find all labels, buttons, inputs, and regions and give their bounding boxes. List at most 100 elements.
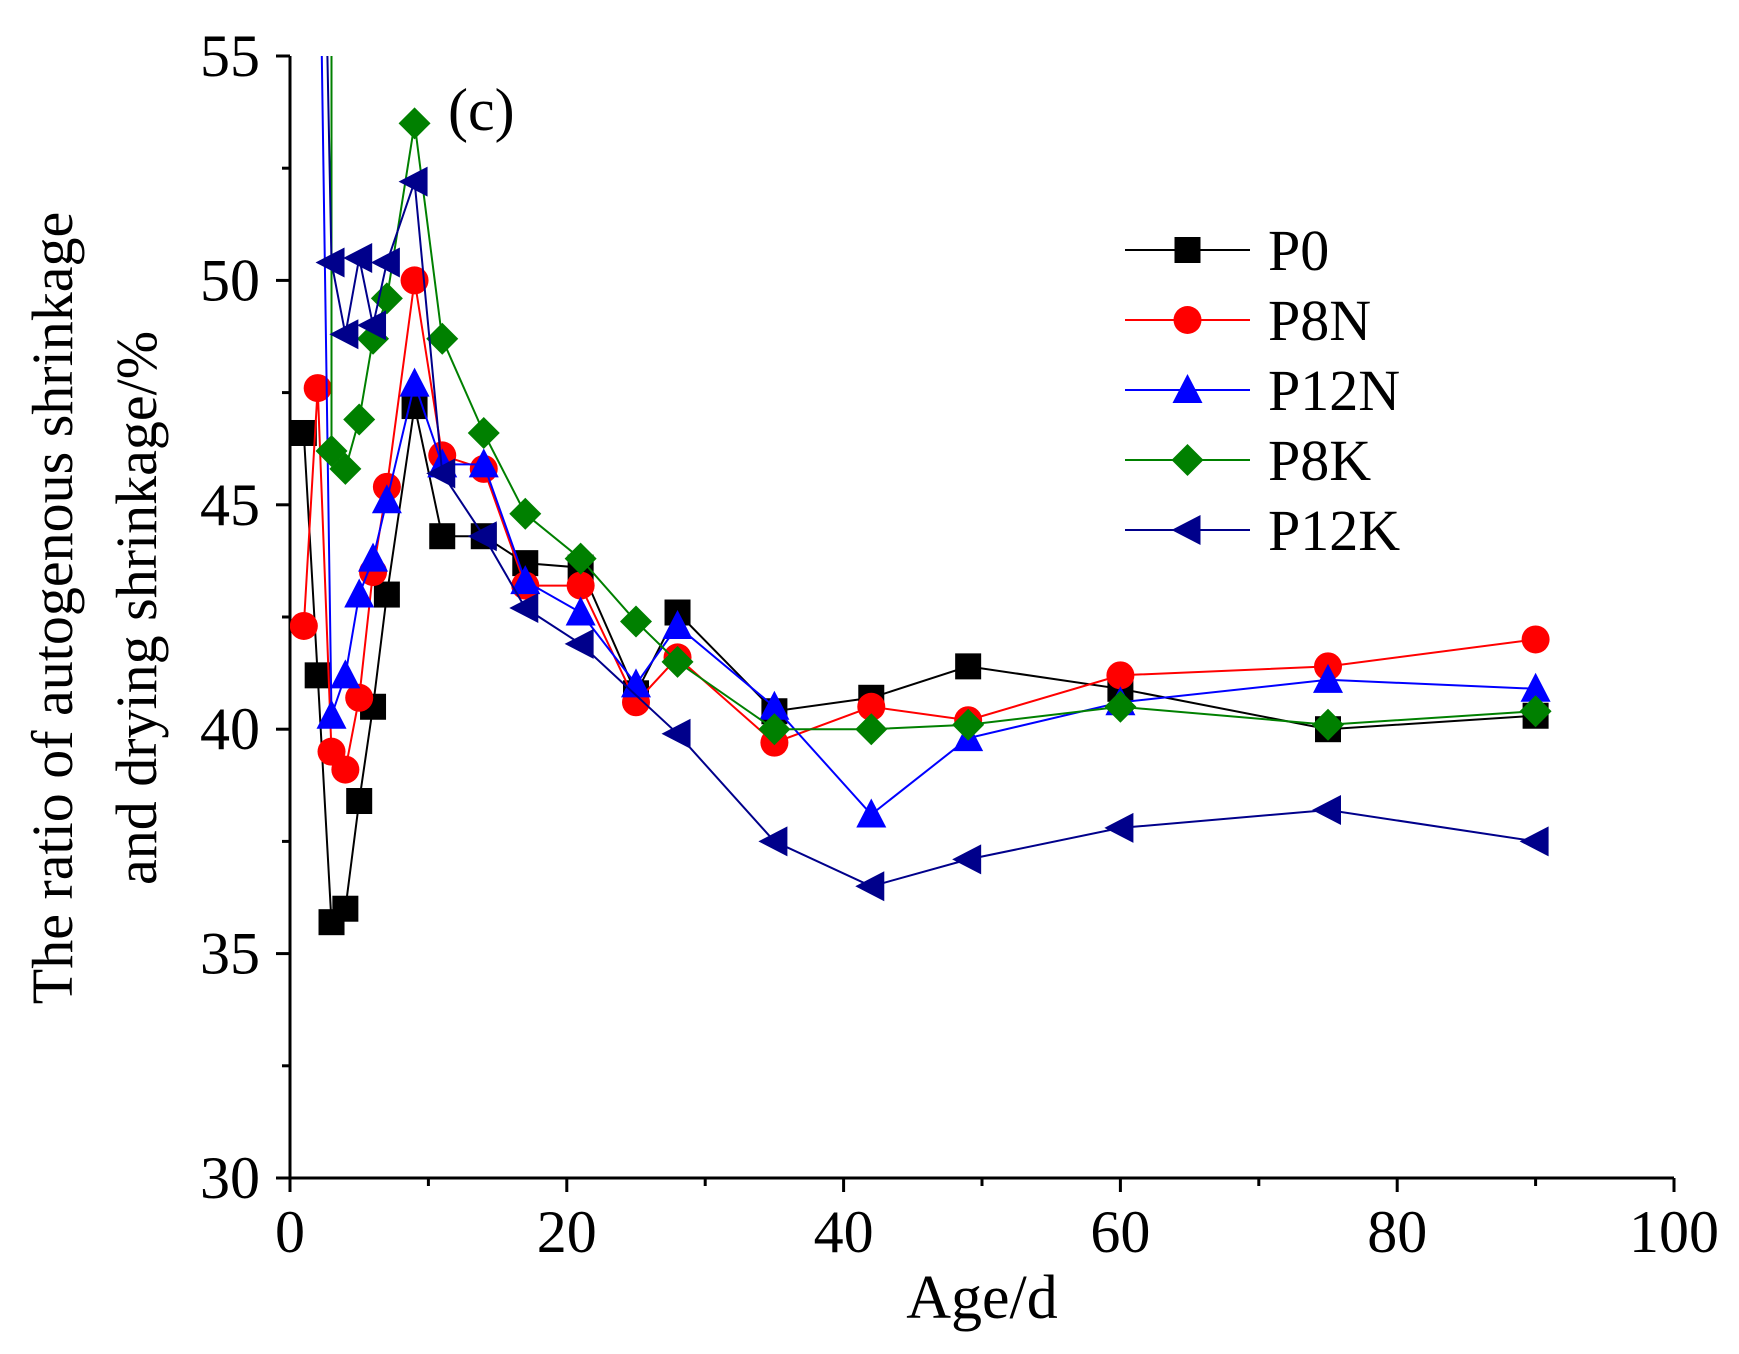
y-ticks <box>276 54 290 1180</box>
data-point-p12n <box>399 367 430 397</box>
data-point-p8n <box>290 611 318 640</box>
y-axis-title: The ratio of autogenous shrinkage and dr… <box>20 212 169 1004</box>
series-line-p0 <box>302 405 1536 925</box>
legend-label-p12n: P12N <box>1268 358 1400 423</box>
series-line-p12k <box>326 56 1536 888</box>
data-point-p8n <box>303 374 332 403</box>
y-axis-title-line-2: and drying shrinkage/% <box>104 331 169 885</box>
data-point-p8n <box>1106 661 1135 690</box>
legend-entry-p12n: P12N <box>1125 358 1400 423</box>
legend-entry-p8n: P8N <box>1125 288 1371 353</box>
data-point-p8k <box>426 322 459 355</box>
series-layer <box>290 56 1552 936</box>
data-point-p8k <box>758 713 791 746</box>
series-p12n <box>316 56 1551 828</box>
data-point-p8n <box>566 571 595 600</box>
data-point-p12k <box>564 628 594 659</box>
y-axis-title-line-1: The ratio of autogenous shrinkage <box>20 212 85 1004</box>
data-point-p12k <box>426 458 456 489</box>
panel-label: (c) <box>448 77 515 143</box>
data-point-p8k <box>1519 695 1552 728</box>
data-point-p12k <box>343 242 373 273</box>
data-point-p12k <box>398 166 428 197</box>
x-tick-label: 60 <box>1090 1199 1150 1265</box>
data-point-p12k <box>1519 826 1549 857</box>
data-point-p0 <box>304 662 331 689</box>
data-point-p8n <box>345 683 374 712</box>
data-point-p8k <box>370 282 403 315</box>
data-point-p12k <box>370 247 400 278</box>
data-point-p8k <box>855 713 888 746</box>
data-point-p12n <box>344 578 375 608</box>
legend-entry-p0: P0 <box>1125 218 1329 283</box>
data-point-p8k <box>343 403 376 436</box>
data-point-p8n <box>1521 625 1550 654</box>
legend-entry-p12k: P12K <box>1125 498 1400 563</box>
data-point-p8k <box>1104 690 1137 723</box>
y-tick-label: 55 <box>200 23 260 89</box>
data-point-p0 <box>290 419 317 446</box>
data-point-p12k <box>855 871 885 902</box>
data-point-p12n <box>759 690 790 720</box>
data-point-p8k <box>620 605 652 638</box>
data-point-p12k <box>357 310 387 341</box>
data-point-p8k <box>398 107 431 140</box>
data-point-p12k <box>509 593 539 624</box>
data-point-p12k <box>1312 794 1341 825</box>
data-point-p12n <box>358 542 389 572</box>
data-point-p12k <box>1104 812 1134 843</box>
data-point-p12n <box>330 659 361 689</box>
x-tick-label: 80 <box>1367 1199 1427 1265</box>
legend-marker-p12n <box>1172 374 1203 403</box>
series-p8k <box>315 56 1552 746</box>
x-tick-label: 20 <box>537 1199 597 1265</box>
x-tick-labels: 0 20 40 60 80 100 <box>275 1199 1719 1265</box>
data-point-p0 <box>332 895 359 922</box>
y-tick-label: 45 <box>200 472 260 538</box>
x-tick-label: 40 <box>814 1199 874 1265</box>
data-point-p8n <box>331 755 360 784</box>
y-tick-label: 50 <box>200 247 260 313</box>
data-point-p0 <box>346 788 373 815</box>
data-point-p12n <box>468 448 499 478</box>
legend-label-p8n: P8N <box>1268 288 1371 353</box>
data-point-p0 <box>401 393 428 420</box>
data-point-p8k <box>329 452 362 485</box>
data-point-p8k <box>1312 708 1344 741</box>
x-tick-label: 0 <box>275 1199 305 1265</box>
series-p12k <box>315 56 1549 902</box>
data-point-p12k <box>952 844 982 875</box>
y-tick-labels: 30 35 40 45 50 55 <box>200 23 260 1211</box>
x-tick-label: 100 <box>1629 1199 1719 1265</box>
data-point-p8k <box>661 645 694 678</box>
data-point-p12k <box>758 826 788 857</box>
data-point-p12n <box>510 565 541 595</box>
data-point-p12n <box>1520 672 1551 702</box>
data-point-p12k <box>661 718 691 749</box>
legend-entry-p8k: P8K <box>1125 428 1371 493</box>
legend-marker-p8k <box>1171 444 1204 476</box>
data-point-p12n <box>1313 663 1343 693</box>
x-ticks <box>288 1178 1676 1192</box>
data-point-p0 <box>955 653 982 680</box>
data-point-p12n <box>856 798 887 828</box>
data-point-p8n <box>857 692 886 721</box>
legend-label-p12k: P12K <box>1268 498 1400 563</box>
data-point-p12n <box>316 699 347 729</box>
data-point-p12n <box>621 668 651 698</box>
data-point-p12n <box>565 596 596 626</box>
y-tick-label: 35 <box>200 921 260 987</box>
data-point-p12n <box>371 484 402 514</box>
legend-label-p0: P0 <box>1268 218 1329 283</box>
legend-label-p8k: P8K <box>1268 428 1371 493</box>
data-point-p0 <box>429 523 456 550</box>
data-point-p8k <box>467 416 500 449</box>
legend-marker-p8n <box>1173 306 1202 334</box>
x-axis-title: Age/d <box>906 1264 1058 1332</box>
data-point-p0 <box>373 581 400 608</box>
data-point-p12n <box>662 609 693 639</box>
y-tick-label: 30 <box>200 1145 260 1211</box>
data-point-p8k <box>509 497 542 530</box>
